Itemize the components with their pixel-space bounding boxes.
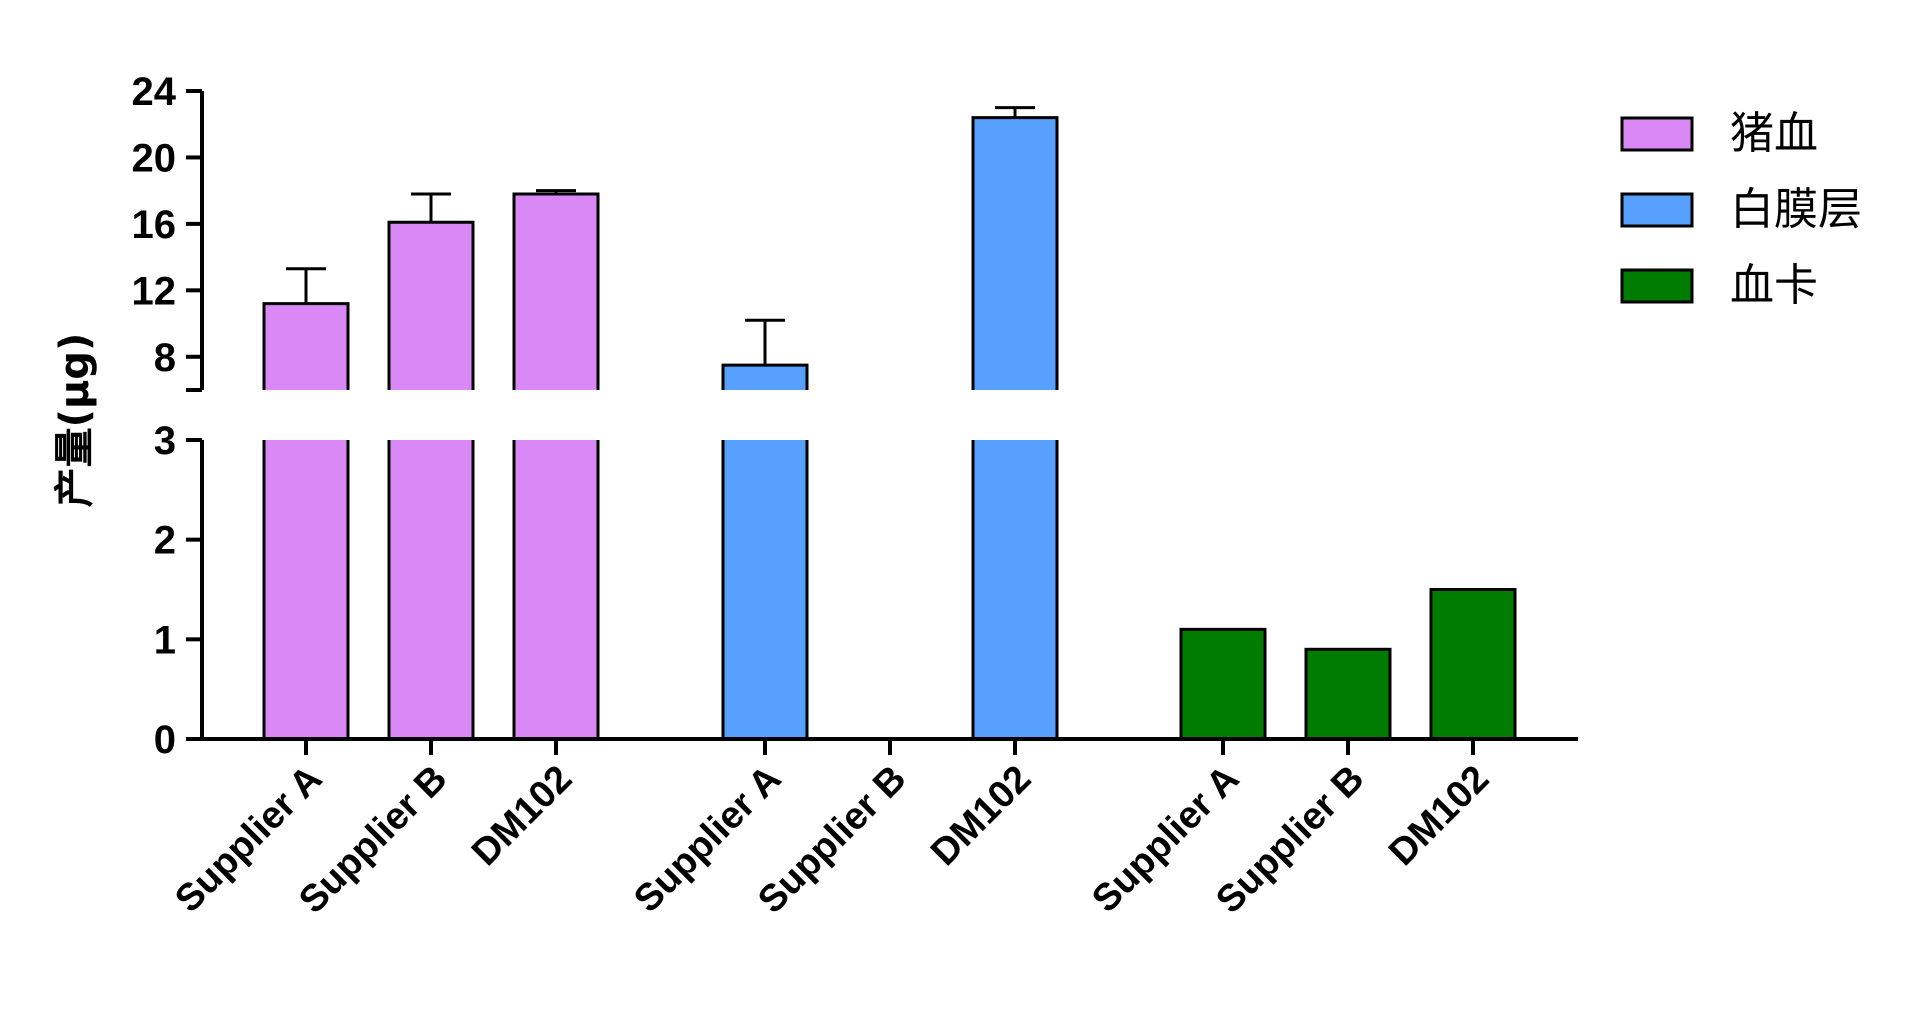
bar	[1179, 627, 1267, 741]
y-tick-label: 20	[132, 136, 177, 180]
x-tick-label: DM102	[923, 758, 1039, 874]
y-tick-label: 1	[154, 618, 176, 662]
bar	[264, 303, 348, 390]
bar	[514, 193, 598, 390]
y-tick-label: 8	[154, 336, 176, 380]
bar-lower-fill	[389, 440, 473, 739]
bar	[973, 117, 1057, 391]
bar	[1429, 588, 1517, 741]
legend-swatch	[1620, 192, 1694, 228]
y-tick-label: 2	[154, 519, 176, 563]
bar-upper-outline	[387, 220, 475, 390]
bar-lower-fill	[973, 440, 1057, 739]
legend-swatch	[1620, 268, 1694, 304]
legend-label: 猪血	[1730, 108, 1818, 159]
bar-lower-fill	[514, 440, 598, 739]
bar-upper-outline	[512, 192, 600, 390]
y-tick-label: 24	[132, 70, 177, 114]
x-tick-label: DM102	[464, 758, 580, 874]
x-tick-label: DM102	[1381, 758, 1497, 874]
y-tick-label: 0	[154, 718, 176, 762]
bar	[723, 365, 807, 390]
bar-upper-outline	[971, 116, 1059, 390]
bar	[1304, 647, 1392, 741]
y-tick-label: 12	[132, 269, 177, 313]
bar	[389, 222, 473, 390]
bar-lower-fill	[264, 440, 348, 739]
y-tick-label: 3	[154, 419, 176, 463]
y-tick-label: 16	[132, 203, 177, 247]
bar-lower-fill	[723, 440, 807, 739]
legend-label: 血卡	[1730, 260, 1818, 311]
y-axis-title: 产量(μg)	[52, 333, 98, 508]
bars-layer	[262, 106, 1517, 741]
legend-swatch	[1620, 116, 1694, 152]
legend-label: 白膜层	[1730, 184, 1862, 235]
